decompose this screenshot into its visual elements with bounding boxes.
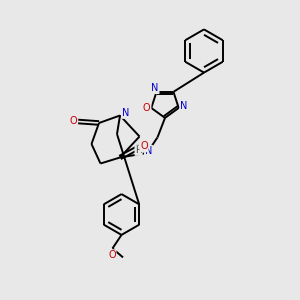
- Text: N: N: [122, 108, 129, 118]
- Text: N: N: [145, 146, 152, 156]
- Text: N: N: [151, 83, 159, 93]
- Text: O: O: [108, 250, 116, 260]
- Text: N: N: [180, 101, 188, 111]
- Text: H: H: [135, 146, 142, 155]
- Text: O: O: [140, 141, 148, 152]
- Text: O: O: [70, 116, 77, 127]
- Text: O: O: [143, 103, 151, 113]
